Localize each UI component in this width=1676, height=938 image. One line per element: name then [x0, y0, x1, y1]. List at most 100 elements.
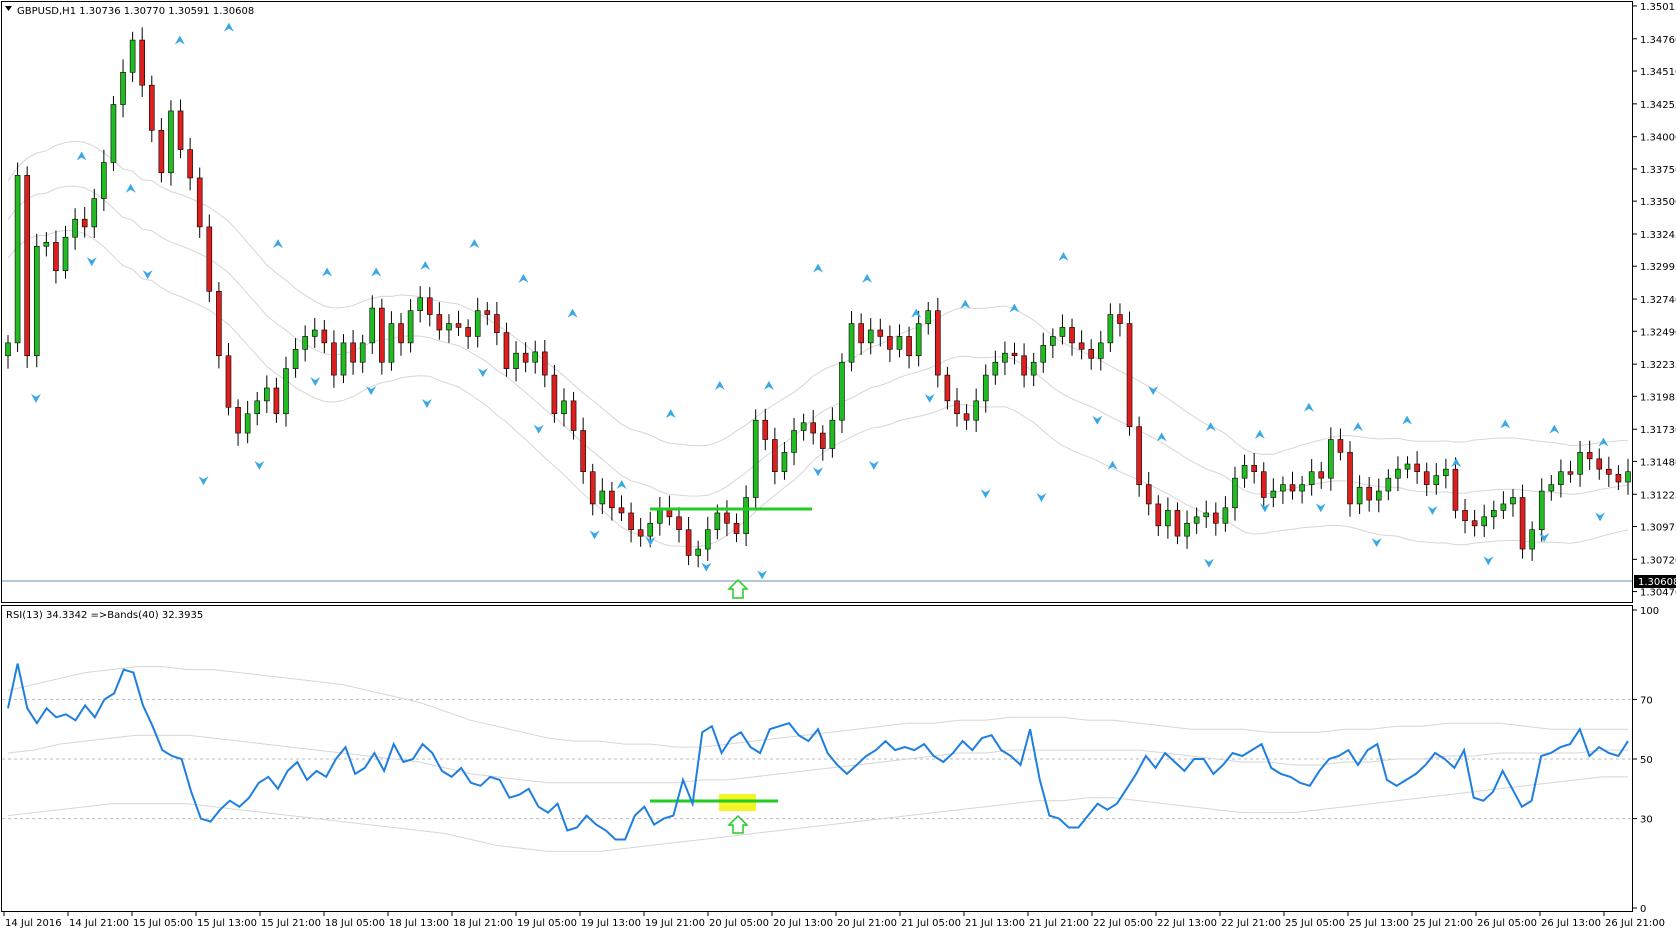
fractal-down-icon	[533, 424, 544, 434]
bull-candle	[1558, 471, 1564, 485]
fractal-up-icon	[518, 273, 529, 283]
bull-candle	[254, 400, 261, 415]
fractal-up-icon	[322, 267, 333, 277]
fractal-up-icon	[125, 183, 136, 193]
bull-candle	[1375, 490, 1382, 501]
fractal-up-icon	[763, 380, 774, 390]
bear-candle	[772, 439, 778, 473]
bear-candle	[1606, 468, 1612, 475]
fractal-up-icon	[1353, 422, 1363, 432]
fractal-down-icon	[1371, 538, 1382, 548]
bear-candle	[819, 432, 826, 449]
bear-candle	[1471, 520, 1478, 527]
price-tick-label: 1.32740	[1640, 295, 1676, 306]
bull-candle	[743, 497, 749, 534]
bull-candle	[800, 422, 807, 431]
bear-candle	[551, 374, 558, 415]
bull-candle	[791, 430, 797, 453]
fractal-up-icon	[273, 239, 283, 249]
bull-candle	[120, 71, 126, 105]
current-price-box	[1634, 575, 1676, 588]
bull-candle	[714, 512, 721, 531]
price-tick-label: 1.31480	[1640, 457, 1676, 468]
bear-candle	[1174, 510, 1181, 537]
time-tick-label: 22 Jul 21:00	[1221, 918, 1281, 929]
bear-candle	[1069, 327, 1075, 344]
panel-menu-triangle-icon[interactable]	[5, 6, 12, 11]
symbol-info: GBPUSD,H1 1.30736 1.30770 1.30591 1.3060…	[17, 6, 254, 17]
bull-candle	[1577, 452, 1583, 475]
fractal-up-icon	[616, 480, 627, 490]
fractal-up-icon	[174, 35, 185, 45]
rsi-upper-band	[7, 666, 1628, 748]
bull-candle	[704, 529, 711, 550]
bull-candle	[1059, 327, 1066, 337]
fractal-down-icon	[477, 368, 488, 378]
bull-candle	[1040, 345, 1047, 363]
time-tick-label: 26 Jul 13:00	[1541, 918, 1601, 929]
bear-candle	[1155, 503, 1162, 527]
bull-candle	[915, 323, 922, 357]
bull-candle	[1232, 477, 1238, 509]
bear-candle	[1462, 510, 1468, 521]
bull-candle	[848, 323, 855, 363]
bull-candle	[829, 419, 836, 449]
rsi-panel[interactable]: RSI(13) 34.3342 =>Bands(40) 32.3935	[1, 605, 1633, 912]
rsi-axis[interactable]: 100 70 50 30 0	[1632, 606, 1659, 915]
time-tick-label: 25 Jul 05:00	[1285, 918, 1345, 929]
price-bollinger-bands	[7, 140, 1629, 548]
bull-candle	[1510, 497, 1516, 505]
price-axis[interactable]: 1.35015 1.34760 1.34510 1.34255 1.34000 1.337…	[1632, 2, 1676, 599]
fractal-up-icon	[1107, 460, 1118, 470]
fractal-down-icon	[1148, 386, 1159, 396]
time-tick-label: 20 Jul 21:00	[837, 918, 897, 929]
bear-candle	[580, 430, 586, 473]
fractal-down-icon	[1427, 505, 1438, 515]
bull-candle	[1097, 342, 1104, 359]
fractal-up-icon	[469, 239, 480, 249]
rsi-tick-label: 0	[1640, 904, 1646, 915]
time-tick-label: 21 Jul 13:00	[965, 918, 1025, 929]
fractal-up-icon	[1205, 422, 1216, 432]
bear-candle	[1615, 474, 1622, 483]
fractal-up-icon	[813, 263, 823, 273]
fractal-up-icon	[1500, 419, 1511, 429]
fractal-down-icon	[701, 562, 712, 572]
bull-candle	[33, 245, 40, 357]
bear-candle	[1596, 458, 1603, 470]
candlestick-series	[5, 27, 1631, 568]
rsi-line	[7, 663, 1629, 841]
price-panel[interactable]: GBPUSD,H1 1.30736 1.30770 1.30591 1.3060…	[1, 0, 1633, 603]
bear-candle	[1452, 468, 1459, 511]
bull-candle	[1165, 510, 1171, 527]
time-tick-label: 25 Jul 21:00	[1413, 918, 1473, 929]
bear-candle	[484, 310, 491, 315]
time-tick-label: 15 Jul 13:00	[197, 918, 257, 929]
bull-candle	[43, 242, 50, 247]
fractal-up-icon	[862, 273, 873, 283]
fractal-up-icon	[960, 299, 971, 309]
bear-candle	[494, 314, 500, 333]
current-price-text: 1.30608	[1638, 577, 1676, 588]
time-axis[interactable]: 14 Jul 2016 14 Jul 21:00 15 Jul 05:00 15 Ju…	[3, 912, 1665, 929]
time-tick-label: 19 Jul 05:00	[517, 918, 577, 929]
time-tick-label: 18 Jul 05:00	[325, 918, 385, 929]
rsi-middle-band	[7, 734, 1628, 784]
bull-candle	[1203, 512, 1210, 518]
bear-candle	[503, 332, 510, 369]
bull-candle	[925, 310, 932, 324]
bull-candle	[839, 361, 845, 421]
fractal-down-icon	[924, 393, 935, 403]
time-tick-label: 21 Jul 05:00	[901, 918, 961, 929]
bear-candle	[225, 355, 232, 408]
price-panel-frame	[1, 1, 1633, 603]
bull-candle	[1490, 510, 1497, 518]
bull-candle	[1193, 516, 1200, 524]
bear-candle	[1414, 463, 1420, 473]
bull-candle	[532, 351, 539, 363]
rsi-tick-label: 30	[1640, 815, 1653, 826]
bear-candle	[426, 297, 433, 315]
bull-candle	[1328, 439, 1334, 479]
time-tick-label: 18 Jul 13:00	[389, 918, 449, 929]
rsi-tick-label: 100	[1640, 606, 1659, 617]
